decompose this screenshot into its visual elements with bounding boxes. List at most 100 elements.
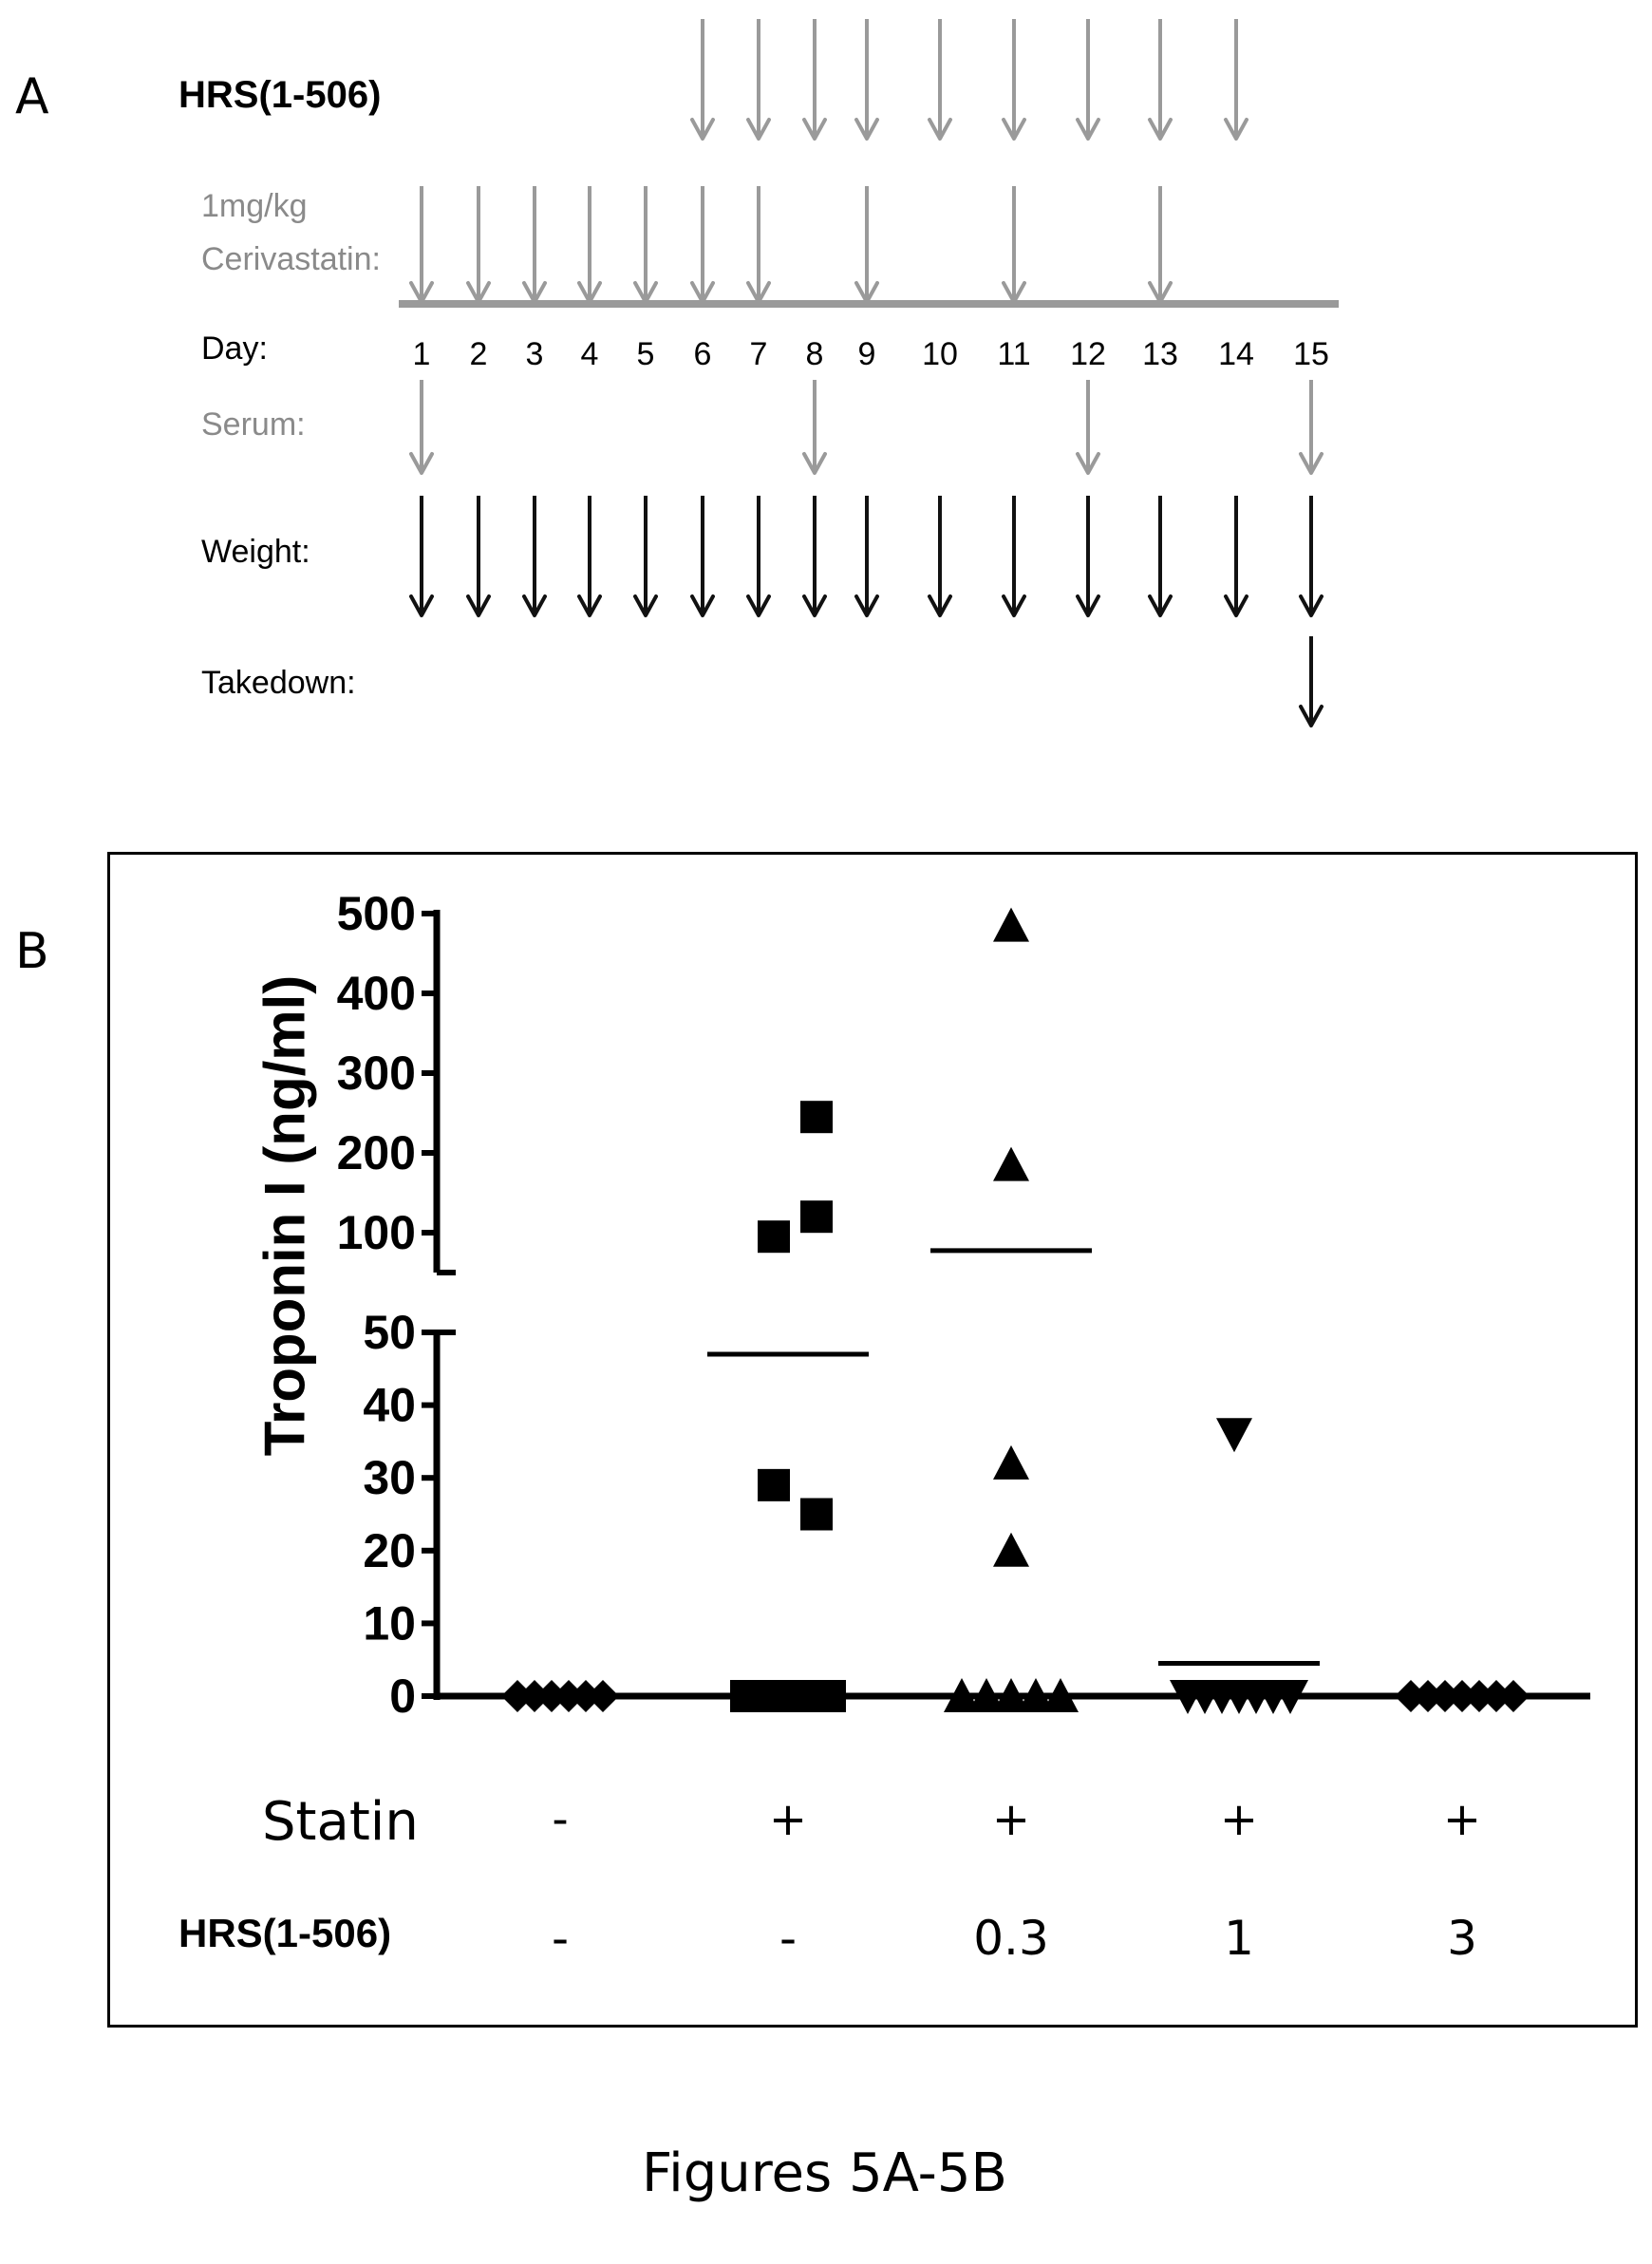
data-point	[1446, 1680, 1478, 1712]
data-point	[968, 1678, 1004, 1712]
weight-measure-arrow	[1224, 496, 1248, 617]
data-point	[800, 1498, 833, 1531]
data-point	[1412, 1680, 1444, 1712]
data-point	[1216, 1418, 1252, 1453]
y-tick-label: 200	[337, 1126, 416, 1179]
data-point	[570, 1680, 602, 1712]
data-point	[993, 1444, 1029, 1480]
panel-b-letter: B	[15, 923, 49, 980]
y-tick-label: 400	[337, 967, 416, 1020]
serum-sample-arrow	[802, 380, 827, 475]
hrs-dose-value: -	[551, 1911, 570, 1966]
takedown-arrow	[1299, 636, 1323, 727]
serum-sample-arrow	[409, 380, 434, 475]
data-point	[814, 1680, 846, 1712]
weight-measure-arrow	[854, 496, 879, 617]
weight-measure-arrow	[577, 496, 602, 617]
cerivastatin-dose-arrow	[854, 186, 879, 304]
data-point	[535, 1680, 568, 1712]
day-tick-label: 8	[806, 336, 824, 372]
y-tick-label: 0	[389, 1670, 416, 1723]
day-tick-label: 3	[526, 336, 544, 372]
timeline-diagram: 1 2 3 4 5 6 7 8 9 10 11 12 13 14 15	[399, 19, 1339, 727]
weight-measure-arrow	[1076, 496, 1100, 617]
y-tick-label: 20	[363, 1524, 416, 1577]
data-point	[1497, 1680, 1530, 1712]
data-point	[944, 1678, 980, 1712]
weight-row-label: Weight:	[201, 534, 310, 570]
day-tick-label: 15	[1293, 336, 1329, 372]
day-tick-label: 11	[997, 336, 1030, 372]
hrs-row-label-b: HRS(1-506)	[178, 1911, 392, 1955]
data-point	[587, 1680, 619, 1712]
cerivastatin-dose-arrow	[1002, 186, 1026, 304]
hrs-dose-arrow	[746, 19, 771, 141]
day-tick-label: 2	[470, 336, 488, 372]
data-point	[553, 1680, 585, 1712]
data-point	[800, 1200, 833, 1234]
weight-measure-arrow	[409, 496, 434, 617]
y-tick-label: 30	[363, 1451, 416, 1504]
data-point	[1480, 1680, 1512, 1712]
hrs-dose-value: 1	[1224, 1911, 1254, 1966]
hrs-dose-value: -	[779, 1911, 798, 1966]
day-tick-label: 9	[858, 336, 876, 372]
cerivastatin-dose-arrow	[409, 186, 434, 304]
y-tick-label: 100	[337, 1206, 416, 1259]
data-point	[993, 1532, 1029, 1567]
serum-sample-arrow	[1299, 380, 1323, 475]
y-tick-label: 10	[363, 1596, 416, 1650]
statin-value: +	[768, 1793, 808, 1846]
statin-row-label: Statin	[262, 1791, 419, 1853]
y-tick-label: 300	[337, 1047, 416, 1100]
hrs-dose-arrow	[1076, 19, 1100, 141]
hrs-dose-arrow	[1148, 19, 1173, 141]
hrs-row-label: HRS(1-506)	[178, 74, 382, 116]
data-point	[758, 1220, 790, 1254]
cerivastatin-dose-arrow	[522, 186, 547, 304]
data-point	[1395, 1680, 1427, 1712]
hrs-dose-arrow	[928, 19, 952, 141]
hrs-dose-arrow	[1002, 19, 1026, 141]
data-point	[800, 1101, 833, 1134]
data-point	[993, 1146, 1029, 1181]
statin-value: +	[991, 1793, 1031, 1846]
hrs-dose-arrow	[802, 19, 827, 141]
cerivastatin-dose-arrow	[577, 186, 602, 304]
takedown-row-label: Takedown:	[201, 665, 356, 701]
y-tick-label: 500	[337, 887, 416, 940]
weight-measure-arrow	[928, 496, 952, 617]
cerivastatin-dose-arrow	[690, 186, 715, 304]
statin-value: -	[552, 1793, 569, 1846]
data-point	[1272, 1680, 1308, 1714]
serum-row-label: Serum:	[201, 406, 306, 443]
hrs-dose-arrow	[854, 19, 879, 141]
day-tick-label: 1	[413, 336, 431, 372]
cerivastatin-dose-label: 1mg/kg	[201, 188, 308, 224]
y-tick-label: 40	[363, 1379, 416, 1432]
weight-measure-arrow	[1002, 496, 1026, 617]
data-point	[518, 1680, 551, 1712]
cerivastatin-dose-arrow	[1148, 186, 1173, 304]
hrs-dose-arrow	[1224, 19, 1248, 141]
data-point	[758, 1468, 790, 1501]
hrs-dose-arrow	[690, 19, 715, 141]
day-tick-label: 14	[1218, 336, 1254, 372]
day-tick-label: 12	[1070, 336, 1106, 372]
hrs-dose-value: 0.3	[973, 1911, 1049, 1966]
day-tick-label: 5	[637, 336, 655, 372]
cerivastatin-dose-arrow	[633, 186, 658, 304]
data-point	[1018, 1678, 1054, 1712]
serum-sample-arrow	[1076, 380, 1100, 475]
figure-caption: Figures 5A-5B	[642, 2142, 1007, 2204]
data-point	[993, 907, 1029, 942]
data-point	[993, 1678, 1029, 1712]
weight-measure-arrow	[466, 496, 491, 617]
statin-value: +	[1442, 1793, 1482, 1846]
statin-value: +	[1219, 1793, 1259, 1846]
day-tick-label: 13	[1142, 336, 1178, 372]
weight-measure-arrow	[746, 496, 771, 617]
cerivastatin-dose-arrow	[466, 186, 491, 304]
day-tick-label: 4	[581, 336, 599, 372]
day-tick-label: 6	[694, 336, 712, 372]
